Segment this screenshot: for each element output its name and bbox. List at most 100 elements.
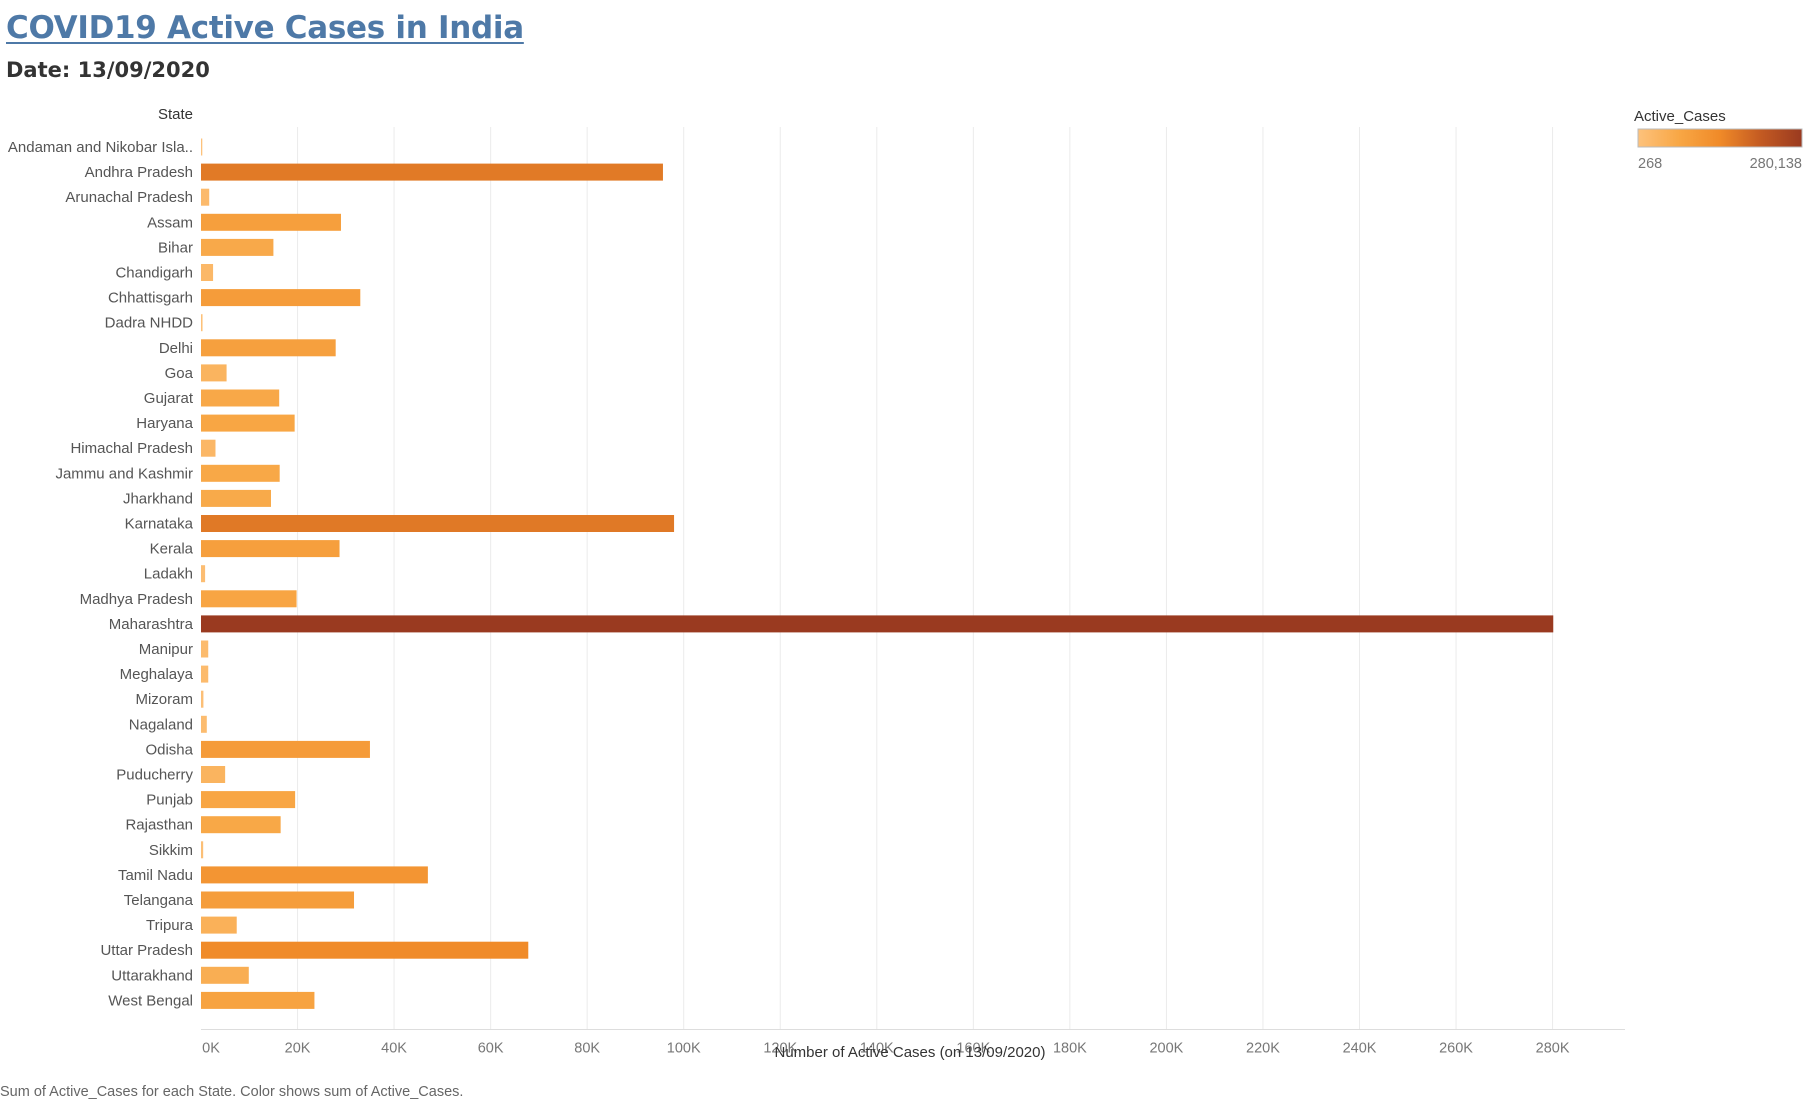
bar[interactable] <box>201 991 315 1009</box>
x-tick-label: 140K <box>860 1041 894 1057</box>
state-label: Rajasthan <box>125 817 193 834</box>
bar[interactable] <box>201 163 663 181</box>
bar[interactable] <box>201 665 209 683</box>
x-tick-label: 20K <box>285 1041 311 1057</box>
state-label: Uttar Pradesh <box>100 942 193 959</box>
bar[interactable] <box>201 841 204 859</box>
x-tick-label: 240K <box>1343 1041 1377 1057</box>
legend-title: Active_Cases <box>1634 108 1726 125</box>
x-tick-label: 40K <box>381 1041 407 1057</box>
footnote: Sum of Active_Cases for each State. Colo… <box>0 1084 464 1100</box>
bar[interactable] <box>201 690 204 708</box>
state-label: Meghalaya <box>120 666 194 683</box>
bar[interactable] <box>201 264 214 281</box>
state-label: Puducherry <box>116 767 193 784</box>
state-label: Jharkhand <box>123 490 193 507</box>
state-label: Maharashtra <box>109 616 194 633</box>
state-label: Bihar <box>158 239 193 256</box>
bar[interactable] <box>201 941 529 959</box>
state-label: Chhattisgarh <box>108 290 193 307</box>
x-tick-label: 0K <box>202 1041 220 1057</box>
state-label: Nagaland <box>129 716 193 733</box>
row-header-state: State <box>158 106 193 123</box>
bar[interactable] <box>201 439 216 457</box>
x-tick-label: 120K <box>763 1041 797 1057</box>
bar[interactable] <box>201 389 280 407</box>
x-tick-label: 60K <box>478 1041 504 1057</box>
state-label: Himachal Pradesh <box>70 440 193 457</box>
state-label: Haryana <box>136 415 193 432</box>
x-tick-label: 280K <box>1536 1041 1570 1057</box>
bar[interactable] <box>201 464 280 482</box>
bar[interactable] <box>201 238 274 256</box>
bar[interactable] <box>201 766 226 783</box>
bar[interactable] <box>201 364 227 382</box>
state-label: Karnataka <box>125 516 194 533</box>
state-label: Andaman and Nikobar Isla.. <box>8 139 193 156</box>
x-tick-label: 180K <box>1053 1041 1087 1057</box>
state-label: Kerala <box>150 541 194 558</box>
x-tick-label: 260K <box>1439 1041 1473 1057</box>
gridlines <box>201 127 1625 1030</box>
bar[interactable] <box>201 138 203 156</box>
bar[interactable] <box>201 866 428 884</box>
state-label: Arunachal Pradesh <box>65 189 193 206</box>
bar[interactable] <box>201 816 281 834</box>
state-label: Tripura <box>146 917 194 934</box>
bar[interactable] <box>201 339 336 357</box>
x-axis-ticks: 0K 20K 40K 60K 80K 100K 120K 140K 160K 180K 200K 22… <box>202 1041 1570 1057</box>
date-subtitle: Date: 13/09/2020 <box>6 58 210 82</box>
state-label: Jammu and Kashmir <box>55 465 193 482</box>
state-label: Ladakh <box>144 566 193 583</box>
state-label: Punjab <box>146 792 193 809</box>
state-label: Telangana <box>124 892 194 909</box>
bar[interactable] <box>201 640 209 658</box>
legend-max-label: 280,138 <box>1750 156 1802 172</box>
x-tick-label: 200K <box>1149 1041 1183 1057</box>
bar[interactable] <box>201 213 341 231</box>
bar[interactable] <box>201 314 203 332</box>
bar[interactable] <box>201 289 361 307</box>
bar[interactable] <box>201 615 1554 633</box>
state-label: Gujarat <box>144 390 194 407</box>
state-label: Chandigarh <box>115 265 193 282</box>
state-label: Mizoram <box>135 691 193 708</box>
bars <box>201 138 1554 1009</box>
state-label: Manipur <box>139 641 193 658</box>
state-label: Dadra NHDD <box>105 315 194 332</box>
bar[interactable] <box>201 891 355 909</box>
bar[interactable] <box>201 791 296 809</box>
state-label: Tamil Nadu <box>118 867 193 884</box>
x-tick-label: 80K <box>574 1041 600 1057</box>
bar[interactable] <box>201 489 271 507</box>
bar[interactable] <box>201 740 370 758</box>
legend-color-ramp <box>1637 128 1803 148</box>
x-tick-label: 160K <box>956 1041 990 1057</box>
bar[interactable] <box>201 515 675 532</box>
x-tick-label: 100K <box>667 1041 701 1057</box>
bar[interactable] <box>201 715 207 733</box>
color-legend[interactable]: Active_Cases 268 280,138 <box>1634 108 1803 172</box>
state-label: Goa <box>165 365 194 382</box>
state-label: West Bengal <box>108 992 193 1009</box>
state-labels: Andaman and Nikobar Isla.. Andhra Pradesh… <box>8 139 194 1009</box>
x-axis-title: Number of Active Cases (on 13/09/2020) <box>775 1044 1046 1061</box>
state-label: Madhya Pradesh <box>80 591 193 608</box>
state-label: Delhi <box>159 340 193 357</box>
bar[interactable] <box>201 565 206 583</box>
state-label: Assam <box>147 214 193 231</box>
state-label: Uttarakhand <box>111 967 193 984</box>
bar[interactable] <box>201 540 340 558</box>
legend-min-label: 268 <box>1638 156 1662 172</box>
chart-title[interactable]: COVID19 Active Cases in India <box>6 10 524 46</box>
bar[interactable] <box>201 414 295 432</box>
bar[interactable] <box>201 966 249 984</box>
bar[interactable] <box>201 590 297 608</box>
bar[interactable] <box>201 188 210 206</box>
x-tick-label: 220K <box>1246 1041 1280 1057</box>
bar[interactable] <box>201 916 237 934</box>
state-label: Odisha <box>145 741 193 758</box>
state-label: Andhra Pradesh <box>85 164 193 181</box>
state-label: Sikkim <box>149 842 193 859</box>
